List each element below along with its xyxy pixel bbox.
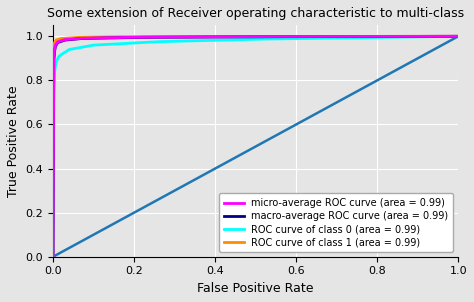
Line: ROC curve of class 0 (area = 0.99): ROC curve of class 0 (area = 0.99) — [53, 36, 458, 257]
Legend: micro-average ROC curve (area = 0.99), macro-average ROC curve (area = 0.99), RO: micro-average ROC curve (area = 0.99), m… — [219, 194, 454, 252]
Line: ROC curve of class 1 (area = 0.99): ROC curve of class 1 (area = 0.99) — [53, 36, 458, 257]
macro-average ROC curve (area = 0.99) — [292, 35, 297, 38]
ROC curve of class 1 (area = 0.99) — [456, 34, 461, 38]
micro-average ROC curve (area = 0.99) — [383, 34, 388, 38]
Y-axis label: True Positive Rate: True Positive Rate — [7, 85, 20, 197]
macro-average ROC curve (area = 0.99) — [50, 255, 56, 259]
Line: micro-average ROC curve (area = 0.99): micro-average ROC curve (area = 0.99) — [53, 36, 458, 257]
ROC curve of class 1 (area = 0.99) — [383, 34, 388, 38]
Line: macro-average ROC curve (area = 0.99): macro-average ROC curve (area = 0.99) — [53, 36, 458, 257]
micro-average ROC curve (area = 0.99) — [456, 34, 461, 38]
micro-average ROC curve (area = 0.99) — [245, 35, 251, 38]
micro-average ROC curve (area = 0.99) — [292, 35, 297, 38]
X-axis label: False Positive Rate: False Positive Rate — [197, 282, 314, 295]
macro-average ROC curve (area = 0.99) — [245, 35, 251, 39]
ROC curve of class 1 (area = 0.99) — [245, 35, 251, 38]
ROC curve of class 0 (area = 0.99) — [456, 34, 461, 38]
ROC curve of class 0 (area = 0.99) — [245, 37, 251, 41]
ROC curve of class 0 (area = 0.99) — [446, 35, 451, 38]
ROC curve of class 0 (area = 0.99) — [383, 36, 388, 39]
macro-average ROC curve (area = 0.99) — [456, 34, 461, 38]
ROC curve of class 1 (area = 0.99) — [292, 35, 297, 38]
macro-average ROC curve (area = 0.99) — [446, 34, 451, 38]
ROC curve of class 0 (area = 0.99) — [243, 38, 248, 41]
micro-average ROC curve (area = 0.99) — [269, 35, 275, 38]
macro-average ROC curve (area = 0.99) — [243, 35, 248, 39]
ROC curve of class 1 (area = 0.99) — [269, 35, 275, 38]
ROC curve of class 1 (area = 0.99) — [50, 255, 56, 259]
ROC curve of class 1 (area = 0.99) — [243, 35, 248, 38]
micro-average ROC curve (area = 0.99) — [50, 255, 56, 259]
macro-average ROC curve (area = 0.99) — [269, 35, 275, 39]
micro-average ROC curve (area = 0.99) — [243, 35, 248, 38]
micro-average ROC curve (area = 0.99) — [446, 34, 451, 38]
Title: Some extension of Receiver operating characteristic to multi-class: Some extension of Receiver operating cha… — [47, 7, 464, 20]
ROC curve of class 0 (area = 0.99) — [292, 37, 297, 40]
macro-average ROC curve (area = 0.99) — [383, 35, 388, 38]
ROC curve of class 1 (area = 0.99) — [446, 34, 451, 38]
ROC curve of class 0 (area = 0.99) — [269, 37, 275, 41]
ROC curve of class 0 (area = 0.99) — [50, 255, 56, 259]
